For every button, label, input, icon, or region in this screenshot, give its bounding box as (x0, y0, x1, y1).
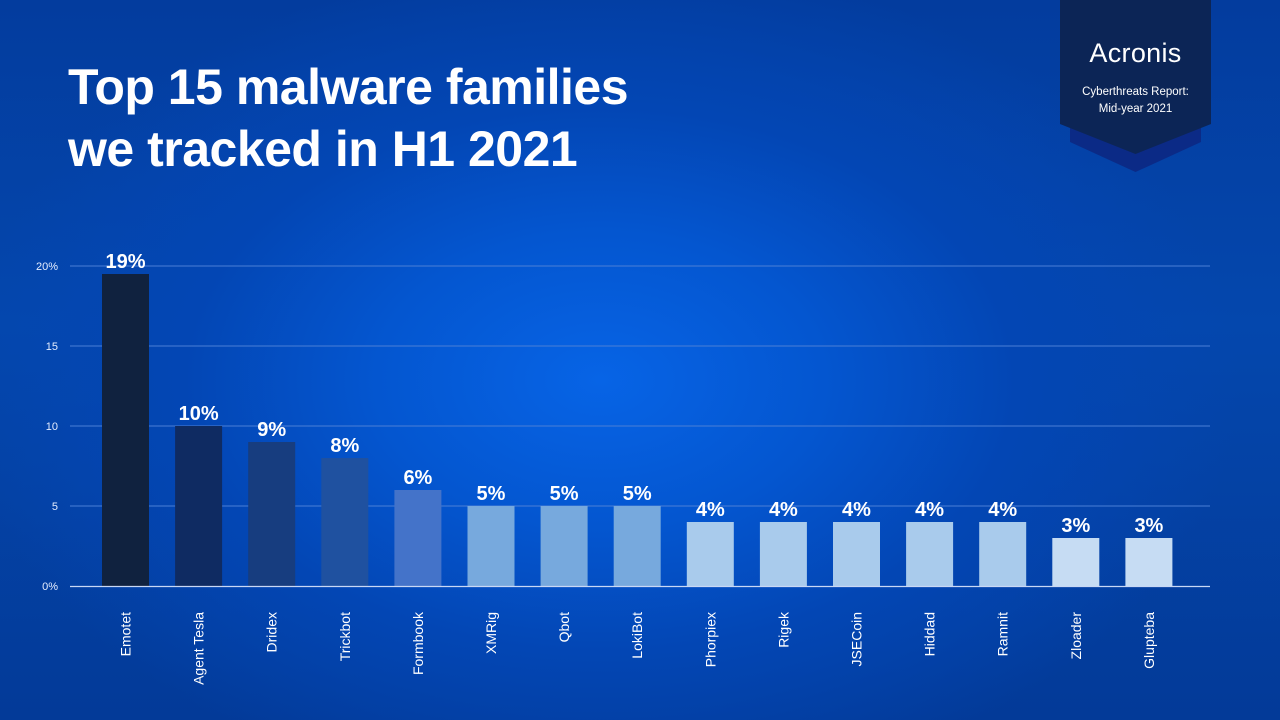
data-label: 5% (477, 483, 506, 505)
bar-ramnit (979, 522, 1027, 586)
bars (102, 274, 1173, 586)
gridlines (70, 265, 1210, 507)
badge-subtitle-line-2: Mid-year 2021 (1098, 103, 1173, 115)
bar-phorpiex (686, 522, 734, 586)
category-label: Phorpiex (702, 612, 718, 667)
category-label: JSECoin (849, 612, 865, 666)
y-tick-label: 0% (42, 581, 58, 593)
category-label: Qbot (556, 612, 572, 642)
value-labels: 19% 10% 9% 8% 6% 5% 5% 5% 4% 4% 4% 4% 4% 3% 3% (105, 251, 1163, 537)
badge-subtitle: Cyberthreats Report: Mid-year 2021 (1060, 84, 1211, 118)
category-label: Dridex (264, 612, 280, 652)
y-axis-ticks: 0% 5 10 15 20% (36, 261, 58, 593)
category-label: Ramnit (995, 612, 1011, 656)
title-line-1: Top 15 malware families (68, 59, 629, 115)
category-label: Hiddad (922, 612, 938, 656)
data-label: 6% (403, 467, 432, 489)
bar-hiddad (906, 522, 954, 586)
bar-rigek (759, 522, 807, 586)
category-label: Agent Tesla (191, 612, 207, 685)
data-label: 3% (1061, 515, 1090, 537)
data-label: 4% (769, 499, 798, 521)
category-label: Formbook (410, 611, 426, 675)
bar-dridex (248, 442, 296, 586)
data-label: 4% (696, 499, 725, 521)
data-label: 4% (842, 499, 871, 521)
badge-front-shape (1060, 0, 1211, 154)
y-tick-label: 15 (46, 341, 58, 353)
bar-zloader (1052, 538, 1100, 586)
category-label: Emotet (118, 612, 134, 656)
category-label: Rigek (775, 611, 791, 648)
data-label: 4% (988, 499, 1017, 521)
category-label: XMRig (483, 612, 499, 654)
bar-lokibot (613, 506, 661, 586)
badge-subtitle-line-1: Cyberthreats Report: (1082, 86, 1189, 98)
bar-emotet (102, 274, 149, 586)
y-tick-label: 10 (46, 421, 58, 433)
y-tick-label: 5 (52, 501, 58, 513)
category-label: LokiBot (629, 612, 645, 659)
bar-trickbot (321, 458, 369, 586)
data-label: 5% (623, 483, 652, 505)
y-tick-label: 20% (36, 261, 58, 273)
data-label: 4% (915, 499, 944, 521)
brand-logo: Acronis (1089, 38, 1182, 68)
page-title: Top 15 malware families we tracked in H1… (68, 56, 629, 180)
data-label: 9% (257, 419, 286, 441)
acronis-report-badge: Acronis Cyberthreats Report: Mid-year 20… (1060, 0, 1211, 172)
bar-jsecoin (833, 522, 880, 586)
category-label: Zloader (1068, 612, 1084, 660)
category-label: Glupteba (1141, 612, 1157, 669)
badge-ribbon-icon (1060, 0, 1211, 172)
bar-formbook (394, 490, 442, 586)
bar-agent-tesla (175, 426, 223, 586)
data-label: 3% (1134, 515, 1163, 537)
data-label: 19% (105, 251, 145, 273)
data-label: 5% (550, 483, 579, 505)
data-label: 10% (179, 403, 219, 425)
bar-qbot (540, 506, 588, 586)
category-label: Trickbot (337, 612, 353, 661)
category-labels: Emotet Agent Tesla Dridex Trickbot Formbook X… (118, 611, 1157, 685)
data-label: 8% (330, 435, 359, 457)
title-line-2: we tracked in H1 2021 (68, 121, 578, 177)
bar-glupteba (1125, 538, 1173, 586)
bar-xmrig (467, 506, 515, 586)
